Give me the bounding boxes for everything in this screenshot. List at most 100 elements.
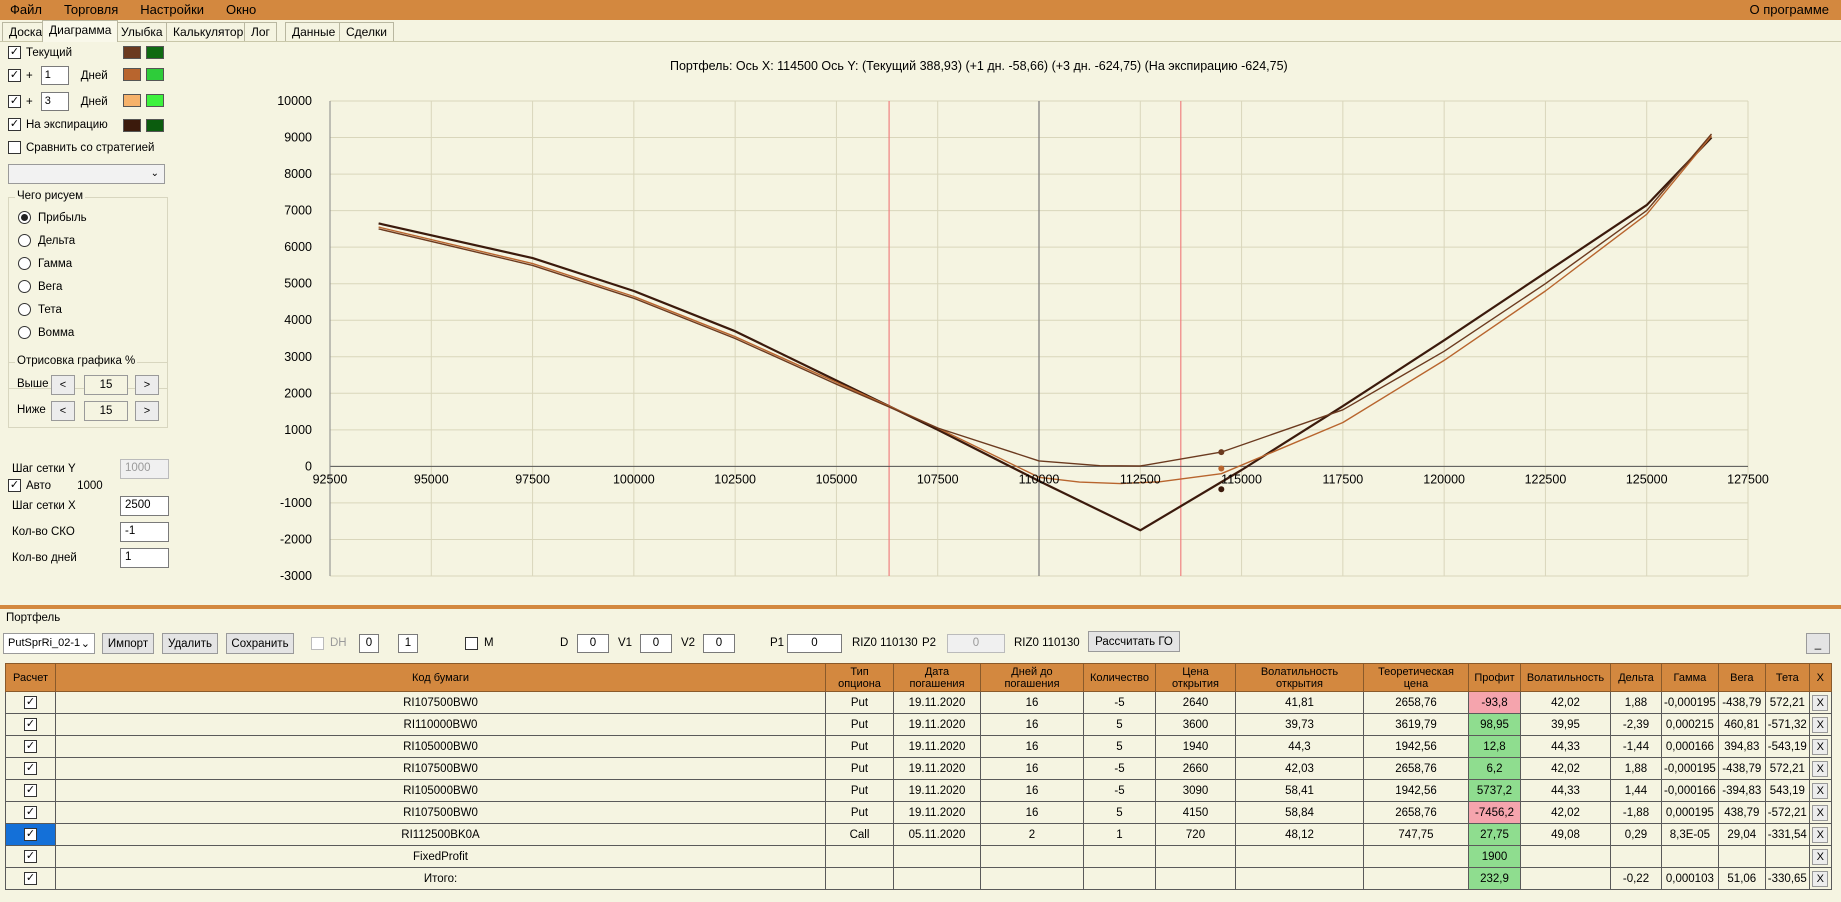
v2-input[interactable]: 0: [703, 634, 735, 653]
row-calc-checkbox[interactable]: ✓: [24, 740, 37, 753]
below-increase-button[interactable]: >: [135, 401, 159, 421]
dh-spin1[interactable]: 0: [359, 634, 379, 653]
expiry-color-swatch[interactable]: [123, 119, 141, 132]
below-decrease-button[interactable]: <: [51, 401, 75, 421]
table-row[interactable]: ✓ RI112500BK0A Call 05.11.2020 2 1 720 48,12 747…: [5, 823, 1832, 846]
cell-price[interactable]: 3090: [1155, 779, 1236, 802]
cell-qty[interactable]: [1083, 867, 1156, 890]
remove-row-button[interactable]: X: [1812, 870, 1829, 887]
row-calc-checkbox[interactable]: ✓: [24, 696, 37, 709]
row-calc-checkbox[interactable]: ✓: [24, 872, 37, 885]
expiry-checkbox[interactable]: ✓: [8, 118, 21, 131]
cell-price[interactable]: 1940: [1155, 735, 1236, 758]
radio-gamma-circle[interactable]: [18, 257, 31, 270]
radio-profit-circle[interactable]: [18, 211, 31, 224]
col-theta[interactable]: Тета: [1764, 663, 1810, 692]
cell-qty[interactable]: -5: [1083, 779, 1156, 802]
p1-input[interactable]: 0: [787, 634, 842, 653]
radio-theta[interactable]: Тета: [18, 303, 62, 316]
cell-vol-open[interactable]: 39,73: [1235, 713, 1364, 736]
cell-vol-open[interactable]: 41,81: [1235, 691, 1364, 714]
plus2-days-input[interactable]: 3: [40, 92, 69, 111]
cell-qty[interactable]: 5: [1083, 713, 1156, 736]
col-type[interactable]: Тип опциона: [825, 663, 894, 692]
grid-x-input[interactable]: 2500: [120, 496, 169, 516]
cell-vol-open[interactable]: 42,03: [1235, 757, 1364, 780]
cell-qty[interactable]: -5: [1083, 757, 1156, 780]
cell-vol-open[interactable]: [1235, 845, 1364, 868]
cell-price[interactable]: [1155, 845, 1236, 868]
remove-row-button[interactable]: X: [1812, 716, 1829, 733]
table-row[interactable]: ✓ RI105000BW0 Put 19.11.2020 16 -5 3090 58,41 19…: [5, 779, 1832, 802]
cell-qty[interactable]: 5: [1083, 801, 1156, 824]
cell-qty[interactable]: -5: [1083, 691, 1156, 714]
remove-row-button[interactable]: X: [1812, 782, 1829, 799]
col-theo[interactable]: Теоретическая цена: [1363, 663, 1469, 692]
cell-vol-open[interactable]: 58,41: [1235, 779, 1364, 802]
below-value[interactable]: 15: [84, 401, 128, 421]
remove-row-button[interactable]: X: [1812, 848, 1829, 865]
sko-input[interactable]: -1: [120, 522, 169, 542]
table-row[interactable]: ✓ RI110000BW0 Put 19.11.2020 16 5 3600 39,73 361…: [5, 713, 1832, 736]
col-vega[interactable]: Вега: [1717, 663, 1766, 692]
plus2-checkbox[interactable]: ✓: [8, 95, 21, 108]
cell-price[interactable]: 4150: [1155, 801, 1236, 824]
col-gamma[interactable]: Гамма: [1661, 663, 1719, 692]
current-checkbox[interactable]: ✓: [8, 46, 21, 59]
above-decrease-button[interactable]: <: [51, 375, 75, 395]
row-calc-checkbox[interactable]: ✓: [24, 828, 37, 841]
row-calc-checkbox[interactable]: ✓: [24, 762, 37, 775]
dh-spin2[interactable]: 1: [398, 634, 418, 653]
row-calc-checkbox[interactable]: ✓: [24, 718, 37, 731]
menu-trading[interactable]: Торговля: [63, 2, 119, 17]
cell-qty[interactable]: 1: [1083, 823, 1156, 846]
cell-vol-open[interactable]: [1235, 867, 1364, 890]
cell-price[interactable]: 3600: [1155, 713, 1236, 736]
cell-price[interactable]: [1155, 867, 1236, 890]
tab-data[interactable]: Данные: [285, 22, 343, 41]
tab-diagram[interactable]: Диаграмма: [42, 20, 119, 42]
menu-about[interactable]: О программе: [1749, 2, 1829, 17]
plus1-checkbox[interactable]: ✓: [8, 69, 21, 82]
delete-button[interactable]: Удалить: [162, 633, 218, 654]
cell-price[interactable]: 2660: [1155, 757, 1236, 780]
section-divider[interactable]: [0, 605, 1841, 609]
cell-vol-open[interactable]: 48,12: [1235, 823, 1364, 846]
expiry-alt-color-swatch[interactable]: [146, 119, 164, 132]
cell-vol-open[interactable]: 58,84: [1235, 801, 1364, 824]
col-vol-open[interactable]: Волатильность открытия: [1235, 663, 1364, 692]
table-row[interactable]: ✓ RI107500BW0 Put 19.11.2020 16 5 4150 58,84 265…: [5, 801, 1832, 824]
import-button[interactable]: Импорт: [102, 633, 154, 654]
days-count-input[interactable]: 1: [120, 548, 169, 568]
radio-vomma[interactable]: Вомма: [18, 326, 74, 339]
remove-row-button[interactable]: X: [1812, 738, 1829, 755]
col-x[interactable]: X: [1808, 663, 1832, 692]
above-increase-button[interactable]: >: [135, 375, 159, 395]
remove-row-button[interactable]: X: [1812, 804, 1829, 821]
row-calc-checkbox[interactable]: ✓: [24, 806, 37, 819]
menu-settings[interactable]: Настройки: [140, 2, 205, 17]
table-row[interactable]: ✓ RI107500BW0 Put 19.11.2020 16 -5 2640 41,81 26…: [5, 691, 1832, 714]
current-alt-color-swatch[interactable]: [146, 46, 164, 59]
tab-deals[interactable]: Сделки: [339, 22, 394, 41]
col-profit[interactable]: Профит: [1468, 663, 1521, 692]
dh-checkbox[interactable]: [311, 637, 324, 650]
cell-price[interactable]: 720: [1155, 823, 1236, 846]
portfolio-select[interactable]: PutSprRi_02-1 ⌄: [3, 633, 95, 654]
calc-go-button[interactable]: Рассчитать ГО: [1088, 631, 1180, 652]
table-row[interactable]: ✓ FixedProfit 1900 X: [5, 845, 1832, 868]
remove-row-button[interactable]: X: [1812, 760, 1829, 777]
radio-profit[interactable]: Прибыль: [18, 211, 87, 224]
cell-vol-open[interactable]: 44,3: [1235, 735, 1364, 758]
col-days[interactable]: Дней до погашения: [980, 663, 1084, 692]
col-date[interactable]: Дата погашения: [893, 663, 981, 692]
table-row[interactable]: ✓ Итого: 232,9 -0,22 0,000103 51,06 -330,65 X: [5, 867, 1832, 890]
plus2-color-swatch[interactable]: [123, 94, 141, 107]
tab-log[interactable]: Лог: [244, 22, 277, 41]
above-value[interactable]: 15: [84, 375, 128, 395]
strategy-dropdown[interactable]: ⌄: [8, 164, 165, 184]
compare-checkbox[interactable]: [8, 141, 21, 154]
remove-row-button[interactable]: X: [1812, 694, 1829, 711]
profit-chart[interactable]: 92500 95000 97500 100000 102500 105000 107500 1…: [0, 0, 1841, 600]
auto-checkbox[interactable]: ✓: [8, 479, 21, 492]
